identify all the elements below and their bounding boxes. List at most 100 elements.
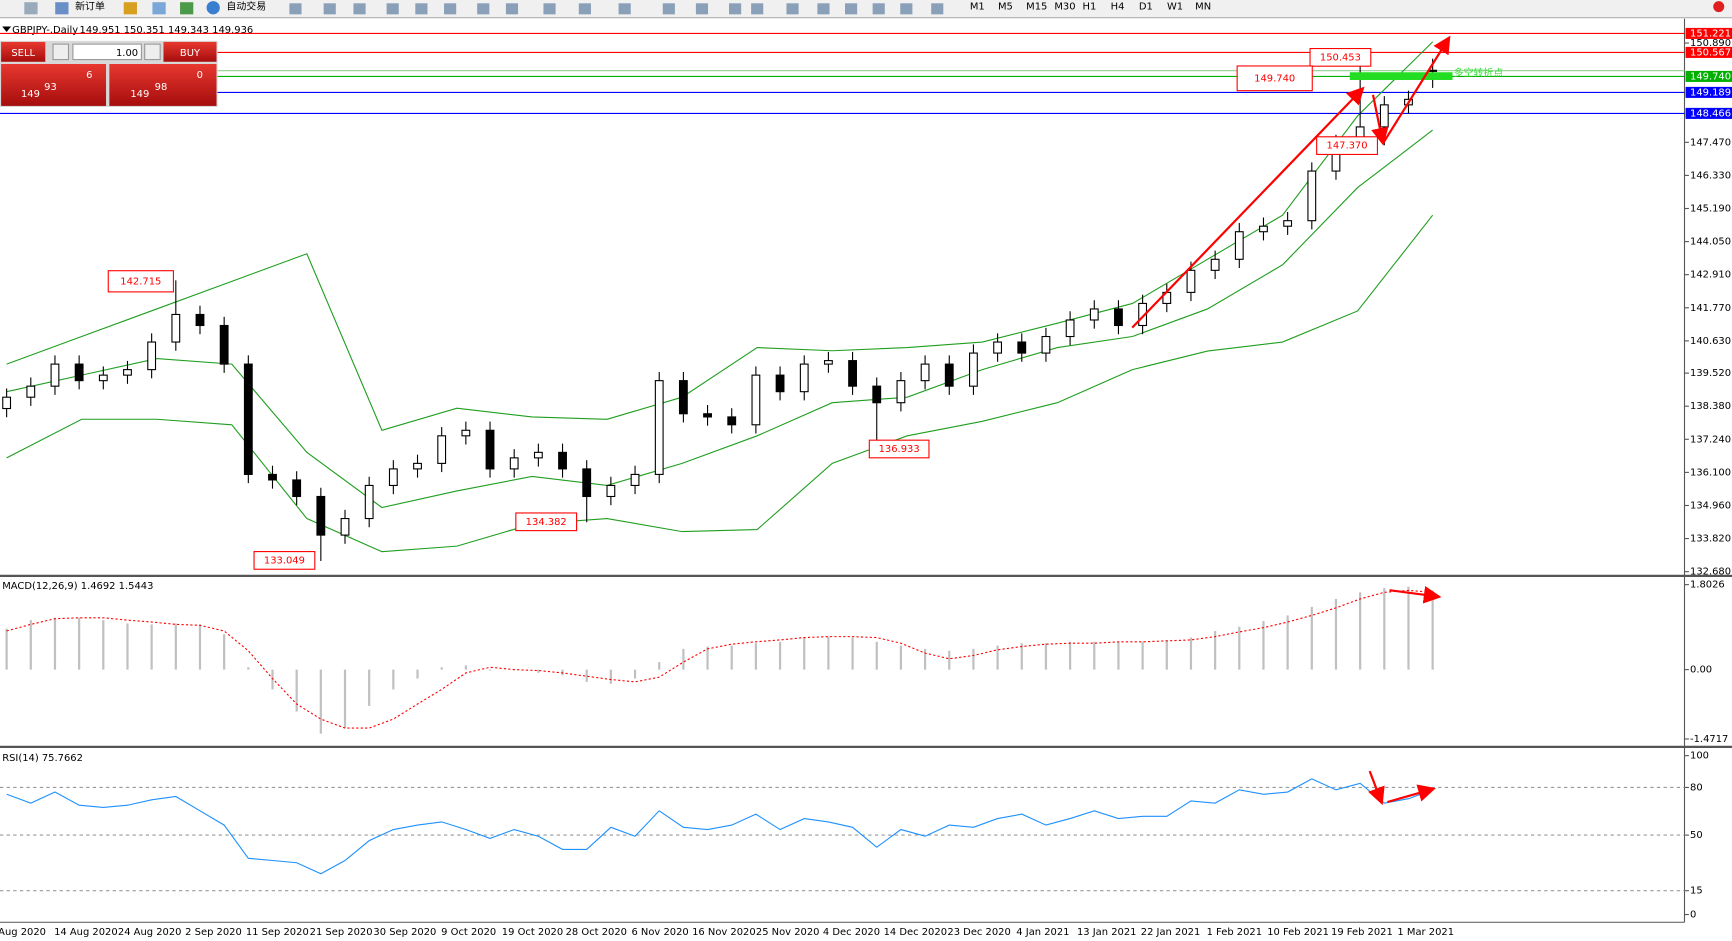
trend-arrow <box>1382 35 1451 144</box>
timeframe-button[interactable]: M1 <box>970 2 985 13</box>
drawn-arrows <box>1131 35 1451 806</box>
price-annotation-box <box>868 439 930 459</box>
toolbar-icon[interactable] <box>729 3 742 15</box>
timeframe-button[interactable]: M30 <box>1054 2 1075 13</box>
x-tick-label: 16 Nov 2020 <box>692 927 756 938</box>
toolbar-icon[interactable] <box>206 1 220 15</box>
candle-body <box>606 484 616 498</box>
candle-body <box>848 360 857 387</box>
buy-price-box[interactable] <box>109 63 217 106</box>
price-annotation: 147.370 <box>1327 141 1368 152</box>
sell-price-box[interactable] <box>1 63 107 106</box>
candle-body <box>944 363 954 387</box>
x-tick-label: Aug 2020 <box>0 927 46 938</box>
candle-body <box>654 380 664 475</box>
candle-body <box>26 385 36 398</box>
auto-trading-button[interactable]: 自动交易 <box>226 0 266 13</box>
price-level-label: 149.189 <box>1690 87 1731 98</box>
timeframe-button[interactable]: W1 <box>1167 2 1183 13</box>
macd-bar <box>1238 626 1241 670</box>
price-level-tag <box>1685 46 1732 58</box>
rsi-line <box>6 778 1433 875</box>
toolbar-icon[interactable] <box>323 3 336 15</box>
toolbar-icon[interactable] <box>543 3 556 15</box>
buy-label[interactable]: BUY <box>180 48 201 59</box>
new-order-button[interactable]: 新订单 <box>75 0 105 13</box>
macd-bar <box>78 617 81 670</box>
candle-body <box>703 413 712 418</box>
candle-body <box>50 363 60 387</box>
timeframe-button[interactable]: M5 <box>998 2 1013 13</box>
divergence-arrow <box>1389 586 1442 604</box>
toolbar-icon[interactable] <box>444 3 457 15</box>
candle-body <box>268 473 277 481</box>
candle-body <box>775 374 785 393</box>
toolbar-icon[interactable] <box>353 3 366 15</box>
toolbar-icon[interactable] <box>415 3 428 15</box>
candle-body <box>1114 308 1123 327</box>
candle-body <box>1259 225 1268 233</box>
candle-body <box>630 473 640 487</box>
toolbar-icon[interactable] <box>662 3 675 15</box>
lot-input[interactable] <box>72 43 142 61</box>
y-tick-label: 138.380 <box>1690 401 1731 412</box>
chart-ohlc: 149.951 150.351 149.343 149.936 <box>80 25 254 36</box>
toolbar-icon[interactable] <box>817 3 830 15</box>
macd-bar <box>53 617 57 670</box>
macd-bar <box>416 669 419 679</box>
alert-icon[interactable] <box>1713 1 1725 13</box>
toolbar-icon[interactable] <box>695 3 709 15</box>
y-tick-label: 50 <box>1690 830 1703 841</box>
toolbar-icon[interactable] <box>505 3 519 15</box>
candle-body <box>582 468 592 498</box>
timeframe-button[interactable]: H4 <box>1111 2 1125 13</box>
macd-bar <box>29 620 32 670</box>
timeframe-button[interactable]: MN <box>1195 2 1211 13</box>
macd-bar <box>464 665 467 670</box>
timeframe-button[interactable]: D1 <box>1139 2 1153 13</box>
x-tick-label: 23 Dec 2020 <box>947 927 1010 938</box>
lot-down[interactable] <box>52 43 70 61</box>
toolbar-icon[interactable] <box>123 2 137 15</box>
toolbar-icon[interactable] <box>845 3 858 15</box>
toolbar-icon[interactable] <box>872 3 885 15</box>
x-tick-label: 30 Sep 2020 <box>373 927 436 938</box>
toolbar-icon[interactable] <box>786 3 799 15</box>
toolbar-icon[interactable] <box>386 3 399 15</box>
sell-button[interactable] <box>1 41 46 62</box>
candle-body <box>969 352 978 387</box>
timeframe-button[interactable]: M15 <box>1026 2 1047 13</box>
toolbar-icon[interactable] <box>931 3 944 15</box>
candle-body <box>292 479 302 498</box>
macd-bar <box>271 669 274 690</box>
toolbar-icon[interactable] <box>289 3 302 15</box>
trade-panel: SELL 1.00 BUY 149 93 6 149 98 0 <box>0 40 218 108</box>
toolbar-icon[interactable] <box>477 3 490 15</box>
toolbar-icon[interactable] <box>578 3 591 15</box>
divergence-arrow <box>1368 770 1385 806</box>
candle-body <box>98 374 108 382</box>
sell-label[interactable]: SELL <box>11 48 35 59</box>
lot-up[interactable] <box>144 43 161 61</box>
macd-bar <box>174 623 177 670</box>
toolbar-icons <box>289 3 944 15</box>
toolbar-icon[interactable] <box>180 2 194 15</box>
macd-bar <box>102 620 105 670</box>
timeframe-button[interactable]: H1 <box>1082 2 1096 13</box>
toolbar-icon[interactable] <box>152 2 166 15</box>
toolbar-icon[interactable] <box>24 2 38 15</box>
macd-bar <box>1383 588 1386 670</box>
price-annotation-box <box>515 512 578 532</box>
price-level-label: 148.466 <box>1690 108 1731 119</box>
y-tick-label: 142.910 <box>1690 270 1731 281</box>
y-tick-label: -1.4717 <box>1690 734 1728 745</box>
buy-button[interactable] <box>163 41 217 62</box>
bollinger-upper <box>6 41 1434 431</box>
toolbar-icon[interactable] <box>55 2 69 15</box>
toolbar-icon[interactable] <box>618 3 631 15</box>
y-tick-label: 150.890 <box>1690 38 1731 49</box>
macd-bar <box>851 637 854 670</box>
toolbar-icon[interactable] <box>900 3 913 15</box>
toolbar-icon[interactable] <box>751 3 764 15</box>
lot-value[interactable]: 1.00 <box>116 48 138 59</box>
